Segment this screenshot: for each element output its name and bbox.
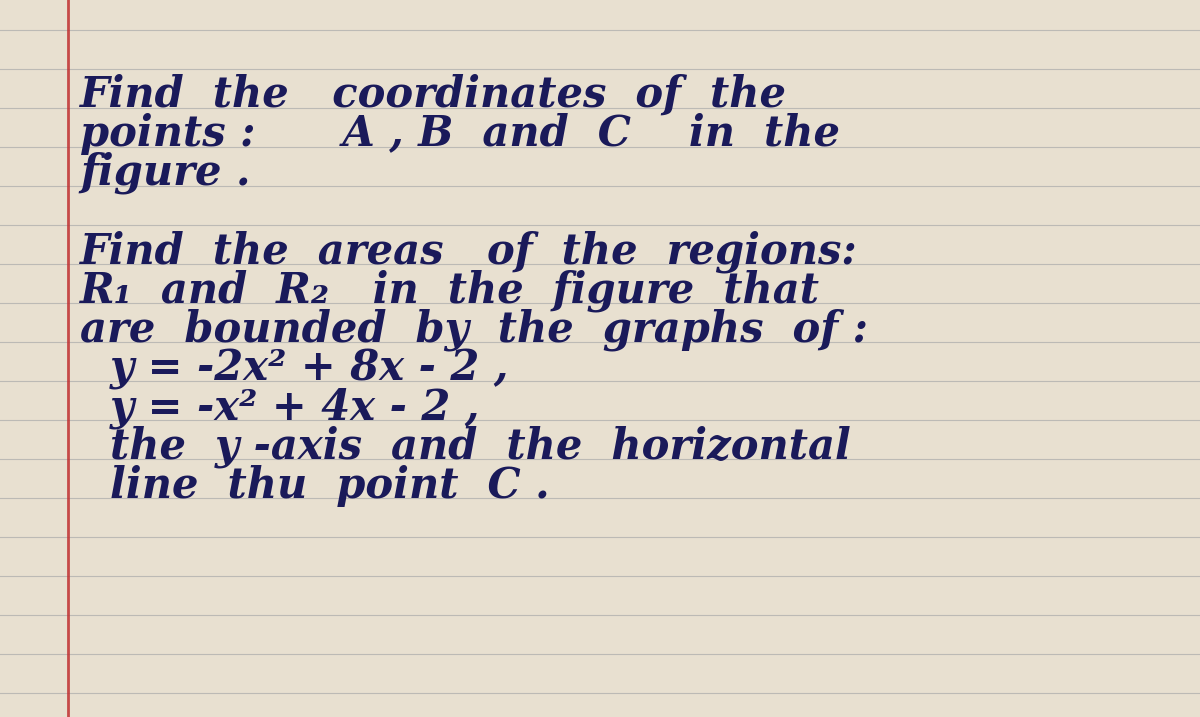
Text: are  bounded  by  the  graphs  of :: are bounded by the graphs of : [80,309,868,351]
Text: R₁  and  R₂   in  the  figure  that: R₁ and R₂ in the figure that [80,270,820,312]
Text: points :      A , B  and  C    in  the: points : A , B and C in the [80,113,840,155]
Text: line  thu  point  C .: line thu point C . [110,465,550,507]
Text: Find  the   coordinates  of  the: Find the coordinates of the [80,74,787,116]
Text: y = -2x² + 8x - 2 ,: y = -2x² + 8x - 2 , [110,348,509,390]
Text: y = -x² + 4x - 2 ,: y = -x² + 4x - 2 , [110,387,480,429]
Text: Find  the  areas   of  the  regions:: Find the areas of the regions: [80,231,858,273]
Text: the  y -axis  and  the  horizontal: the y -axis and the horizontal [110,426,851,468]
Text: figure .: figure . [80,152,251,194]
